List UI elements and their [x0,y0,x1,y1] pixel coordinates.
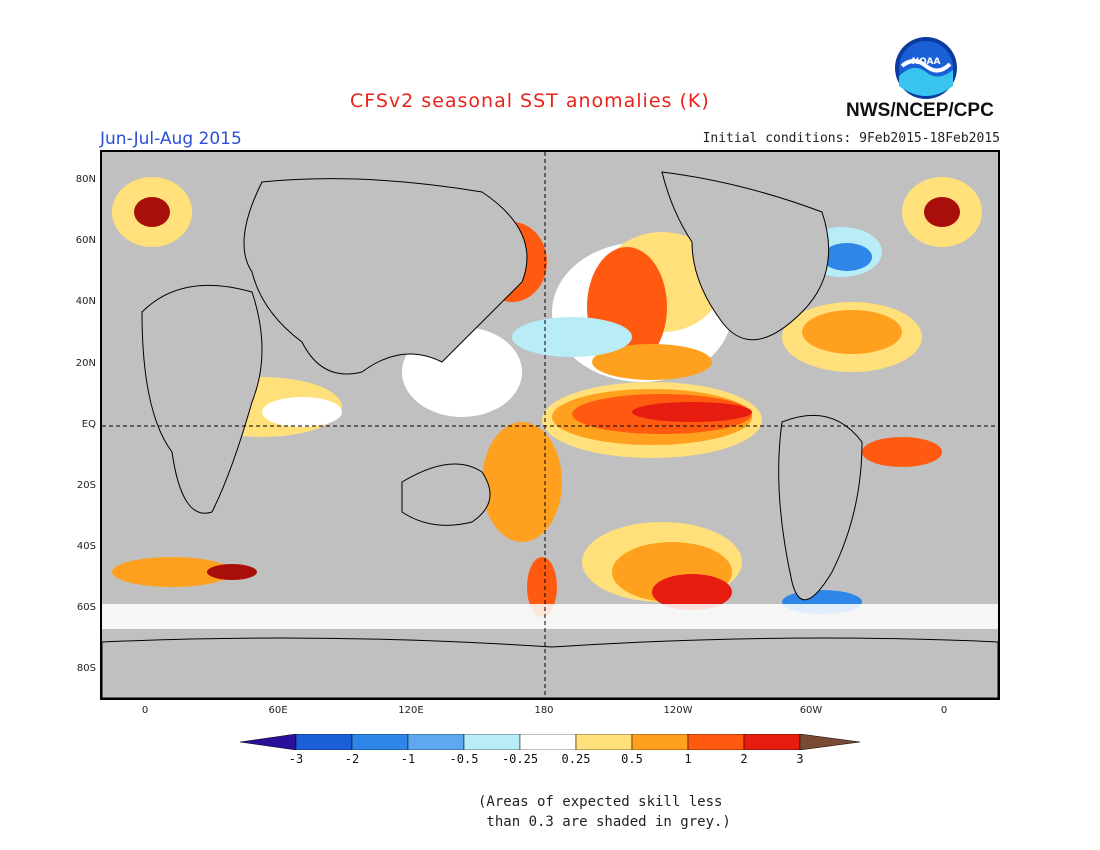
colorbar [240,734,860,750]
colorbar-label: -0.25 [501,752,539,766]
colorbar-arrow-high [799,734,860,750]
lon-label-60w: 60W [799,705,823,716]
colorbar-label: -3 [288,752,304,766]
colorbar-label: -1 [400,752,416,766]
lon-label-60e: 60E [268,705,288,716]
anomaly-fields [102,177,998,629]
colorbar-label: 2 [740,752,748,766]
season-label: Jun-Jul-Aug 2015 [100,129,242,149]
map-canvas [102,152,998,698]
colorbar-swatch [519,734,577,750]
lon-label-120w: 120W [663,705,693,716]
colorbar-label: 0.25 [561,752,591,766]
colorbar-label: 0.5 [621,752,643,766]
colorbar-swatch [351,734,409,750]
lat-label-20s: 20S [76,480,96,491]
logo-text: NOAA [912,57,941,67]
colorbar-swatch [463,734,521,750]
lon-label-180: 180 [534,705,554,716]
colorbar-swatch [743,734,801,750]
colorbar-arrow-low [240,734,297,750]
colorbar-label: 3 [796,752,804,766]
lat-label-60n: 60N [75,235,96,246]
colorbar-swatch [575,734,633,750]
lat-label-80s: 80S [76,663,96,674]
noaa-logo-icon: NOAA [895,37,957,99]
colorbar-label: -0.5 [449,752,479,766]
colorbar-label: -2 [344,752,360,766]
colorbar-swatch [295,734,353,750]
colorbar-swatch [687,734,745,750]
lon-label-0-east: 0 [940,705,948,716]
colorbar-swatch [631,734,689,750]
lat-label-80n: 80N [75,174,96,185]
sst-anomaly-map [100,150,1000,700]
chart-title: CFSv2 seasonal SST anomalies (K) [350,90,710,112]
initial-conditions-label: Initial conditions: 9Feb2015-18Feb2015 [702,131,1000,146]
continent-outlines [102,171,998,698]
lon-label-0-west: 0 [141,705,149,716]
skill-note: (Areas of expected skill less than 0.3 a… [478,794,731,830]
agency-label: NWS/NCEP/CPC [846,100,994,121]
colorbar-swatch [407,734,465,750]
lat-label-40s: 40S [76,541,96,552]
lat-label-60s: 60S [76,602,96,613]
lon-label-120e: 120E [398,705,424,716]
lat-label-40n: 40N [75,296,96,307]
lat-label-20n: 20N [75,358,96,369]
colorbar-label: 1 [684,752,692,766]
lat-label-eq: EQ [81,419,96,430]
